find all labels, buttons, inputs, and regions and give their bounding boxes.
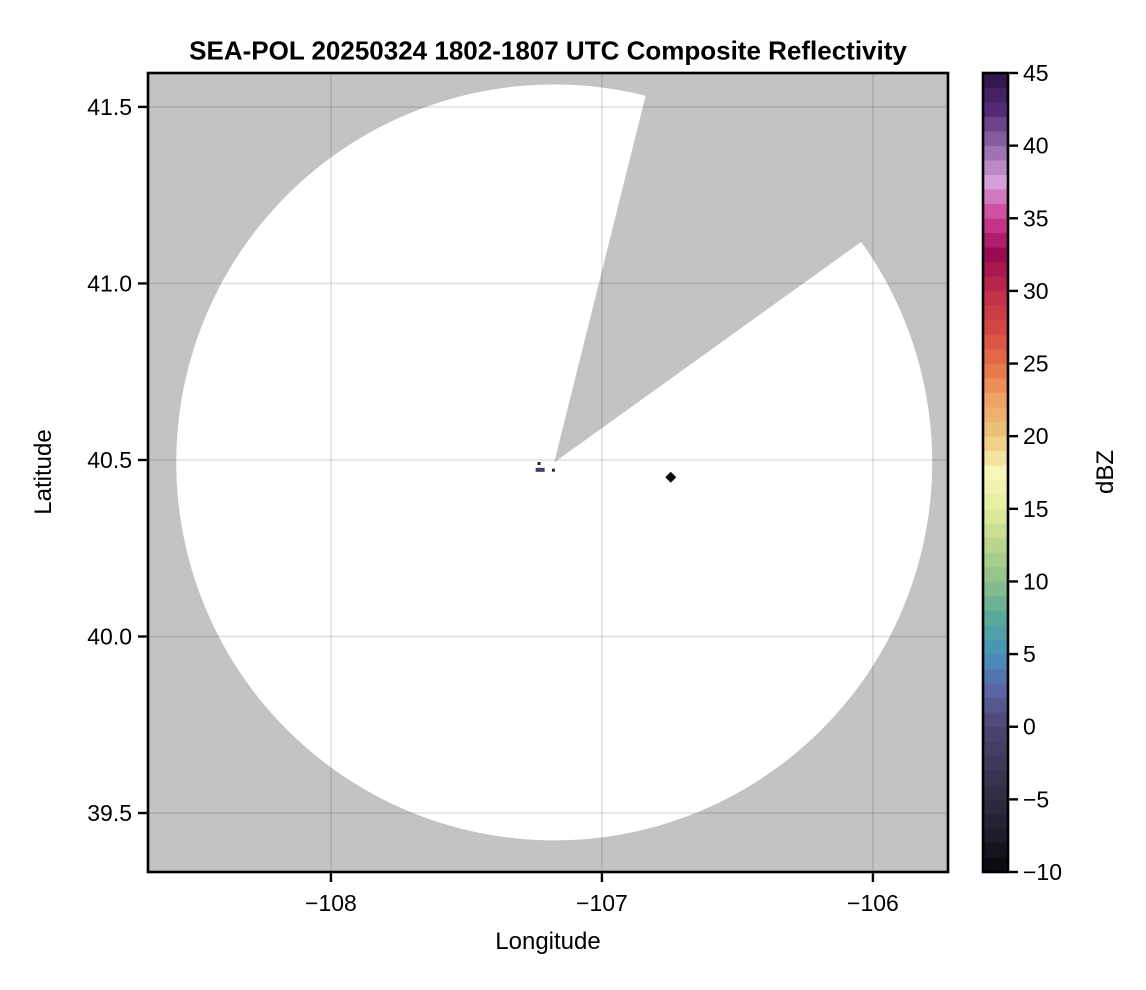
echo-diamond-marker bbox=[665, 471, 677, 483]
colorbar-band bbox=[983, 116, 1008, 132]
colorbar-band bbox=[983, 72, 1008, 88]
colorbar-band bbox=[983, 159, 1008, 175]
colorbar-outline bbox=[981, 71, 1010, 874]
colorbar-band bbox=[983, 842, 1008, 858]
colorbar-band bbox=[983, 130, 1008, 146]
colorbar-band bbox=[983, 247, 1008, 263]
colorbar-band bbox=[983, 828, 1008, 844]
echo-dash bbox=[535, 467, 545, 472]
colorbar-band bbox=[983, 581, 1008, 597]
colorbar-band bbox=[983, 348, 1008, 364]
colorbar-tick-label: 0 bbox=[1023, 714, 1036, 740]
colorbar-band bbox=[983, 406, 1008, 422]
echo-dot bbox=[537, 461, 541, 465]
colorbar-band bbox=[983, 261, 1008, 277]
colorbar-band bbox=[983, 537, 1008, 553]
y-tick-label: 41.0 bbox=[87, 270, 132, 296]
colorbar-tick-label: 15 bbox=[1023, 496, 1049, 522]
colorbar-band bbox=[983, 682, 1008, 698]
colorbar-band bbox=[983, 755, 1008, 771]
colorbar-band bbox=[983, 595, 1008, 611]
colorbar-band bbox=[983, 87, 1008, 103]
colorbar-band bbox=[983, 740, 1008, 757]
y-tick-label: 39.5 bbox=[87, 800, 132, 826]
colorbar-band bbox=[983, 770, 1008, 786]
colorbar-band bbox=[983, 290, 1008, 306]
colorbar-band bbox=[983, 377, 1008, 393]
colorbar-tick-label: 25 bbox=[1023, 351, 1049, 377]
colorbar-band bbox=[983, 276, 1008, 292]
colorbar-band bbox=[983, 813, 1008, 829]
colorbar-band bbox=[983, 421, 1008, 437]
colorbar-band bbox=[983, 668, 1008, 684]
colorbar-tick-label: 5 bbox=[1023, 641, 1036, 667]
colorbar-tick-label: −5 bbox=[1023, 786, 1049, 812]
echo-marks bbox=[535, 461, 677, 483]
colorbar-band bbox=[983, 188, 1008, 205]
colorbar-band bbox=[983, 508, 1008, 524]
colorbar-band bbox=[983, 145, 1008, 161]
colorbar-band bbox=[983, 624, 1008, 640]
colorbar-band bbox=[983, 319, 1008, 335]
colorbar-band bbox=[983, 305, 1008, 321]
colorbar-band bbox=[983, 653, 1008, 669]
plot-spines bbox=[146, 71, 950, 874]
colorbar-tick-label: 20 bbox=[1023, 423, 1049, 449]
colorbar-band bbox=[983, 232, 1008, 248]
colorbar-tick-label: 45 bbox=[1023, 60, 1049, 86]
colorbar-band bbox=[983, 392, 1008, 408]
y-tick-label: 40.0 bbox=[87, 624, 132, 650]
colorbar-tick-label: −10 bbox=[1023, 859, 1062, 885]
colorbar-tick-label: 10 bbox=[1023, 568, 1049, 594]
colorbar-tick-label: 40 bbox=[1023, 133, 1049, 159]
x-tick-label: −108 bbox=[305, 890, 357, 916]
colorbar-band bbox=[983, 435, 1008, 452]
colorbar-band bbox=[983, 566, 1008, 582]
colorbar-band bbox=[983, 711, 1008, 728]
colorbar-band bbox=[983, 363, 1008, 379]
gridlines bbox=[148, 73, 948, 872]
x-tick-label: −106 bbox=[847, 890, 899, 916]
radar-coverage-area bbox=[176, 84, 933, 841]
colorbar-band bbox=[983, 464, 1008, 481]
colorbar-tick-label: 35 bbox=[1023, 205, 1049, 231]
colorbar-band bbox=[983, 784, 1008, 800]
colorbar-band bbox=[983, 450, 1008, 466]
colorbar-band bbox=[983, 334, 1008, 350]
echo-dot bbox=[551, 468, 555, 472]
colorbar-band bbox=[983, 493, 1008, 510]
colorbar-band bbox=[983, 610, 1008, 626]
colorbar-tick-label: 30 bbox=[1023, 278, 1049, 304]
y-tick-label: 40.5 bbox=[87, 447, 132, 473]
colorbar-band bbox=[983, 639, 1008, 655]
colorbar-band bbox=[983, 726, 1008, 742]
colorbar-label: dBZ bbox=[1092, 449, 1119, 495]
colorbar-band bbox=[983, 523, 1008, 539]
colorbar: 45 40 35 30 25 20 15 10 5 0 −5 −10 bbox=[981, 60, 1062, 885]
colorbar-band bbox=[983, 857, 1008, 873]
plot-title: SEA-POL 20250324 1802-1807 UTC Composite… bbox=[189, 35, 907, 66]
colorbar-band bbox=[983, 552, 1008, 568]
colorbar-band bbox=[983, 101, 1008, 117]
y-axis-label: Latitude bbox=[30, 429, 57, 515]
y-tick-label: 41.5 bbox=[87, 94, 132, 120]
x-axis-label: Longitude bbox=[495, 928, 601, 955]
colorbar-band bbox=[983, 479, 1008, 495]
colorbar-band bbox=[983, 217, 1008, 234]
colorbar-band bbox=[983, 203, 1008, 219]
colorbar-band bbox=[983, 174, 1008, 190]
x-tick-label: −107 bbox=[576, 890, 628, 916]
axis-ticks-and-labels: −108 −107 −106 39.5 40.0 40.5 41.0 41.5 bbox=[87, 94, 899, 916]
colorbar-band bbox=[983, 799, 1008, 815]
colorbar-band bbox=[983, 697, 1008, 713]
